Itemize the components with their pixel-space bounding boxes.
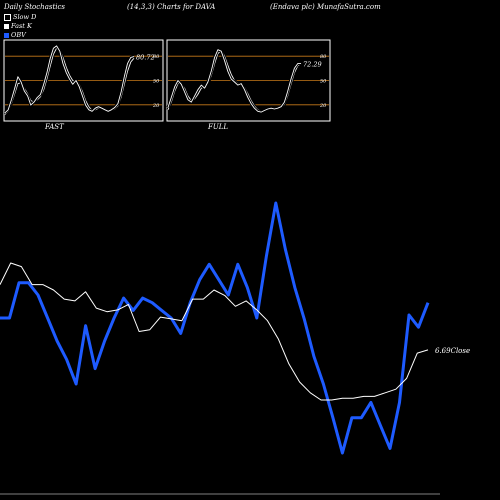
legend-fast-k: Fast K [4,22,32,30]
legend-slow-d: Slow D [4,13,36,21]
obv-line [0,201,430,455]
legend-label-obv: OBV [11,31,26,39]
fast-ref-tick-80: 80 [153,54,160,60]
legend-swatch-obv [4,32,9,38]
full-ref-tick-20: 20 [319,103,327,109]
header-center: (14,3,3) Charts for DAVA [127,3,216,11]
header-right: (Endava plc) MunafaSutra.com [270,3,381,11]
legend-swatch-slow-d [4,13,11,21]
close-value-label: 6.69Close [435,347,470,355]
fast-panel-label: FAST [45,123,64,131]
legend-obv: OBV [4,31,26,39]
full-ref-tick-50: 50 [320,79,327,85]
full-ref-tick-80: 80 [320,54,327,60]
close-line [0,262,429,401]
full-panel-label: FULL [208,123,229,131]
fast-ref-tick-20: 20 [152,103,160,109]
legend-label-slow-d: Slow D [13,13,37,21]
header-left: Daily Stochastics [4,3,66,11]
legend-label-fast-k: Fast K [11,22,32,30]
fast-fast-k-line [4,45,135,114]
full-last-value-label: 72.29 [303,61,322,69]
fast-last-value-label: 80.72 [136,54,155,62]
full-fast-k-line [167,49,301,113]
legend-swatch-fast-k [4,23,9,29]
fast-ref-tick-50: 50 [153,79,160,85]
